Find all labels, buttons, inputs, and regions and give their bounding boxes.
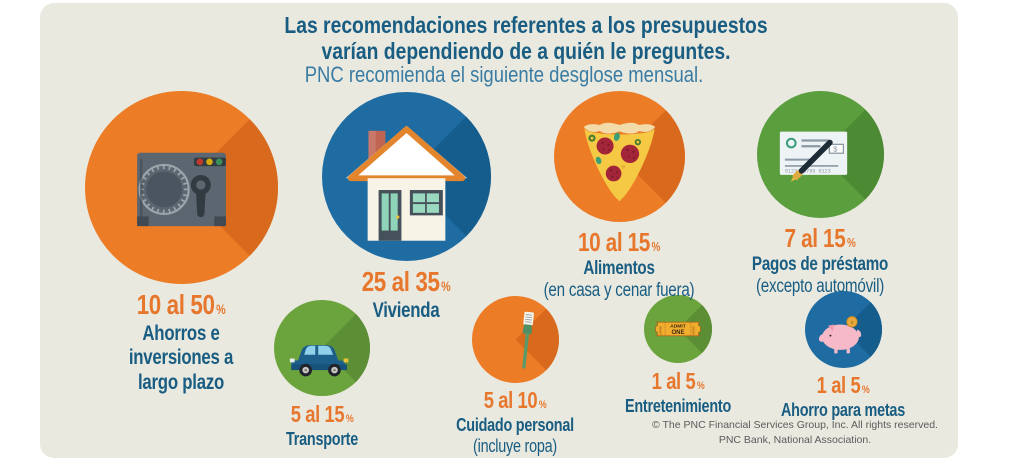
svg-text:ONE: ONE — [672, 330, 685, 336]
svg-text:$: $ — [833, 144, 838, 153]
svg-text:$: $ — [850, 319, 853, 325]
svg-text:LIMITED: LIMITED — [660, 326, 662, 335]
svg-text:LIMITED: LIMITED — [694, 326, 696, 335]
svg-text:0123456789 0123: 0123456789 0123 — [784, 168, 830, 174]
svg-text:ADMIT: ADMIT — [670, 323, 686, 329]
